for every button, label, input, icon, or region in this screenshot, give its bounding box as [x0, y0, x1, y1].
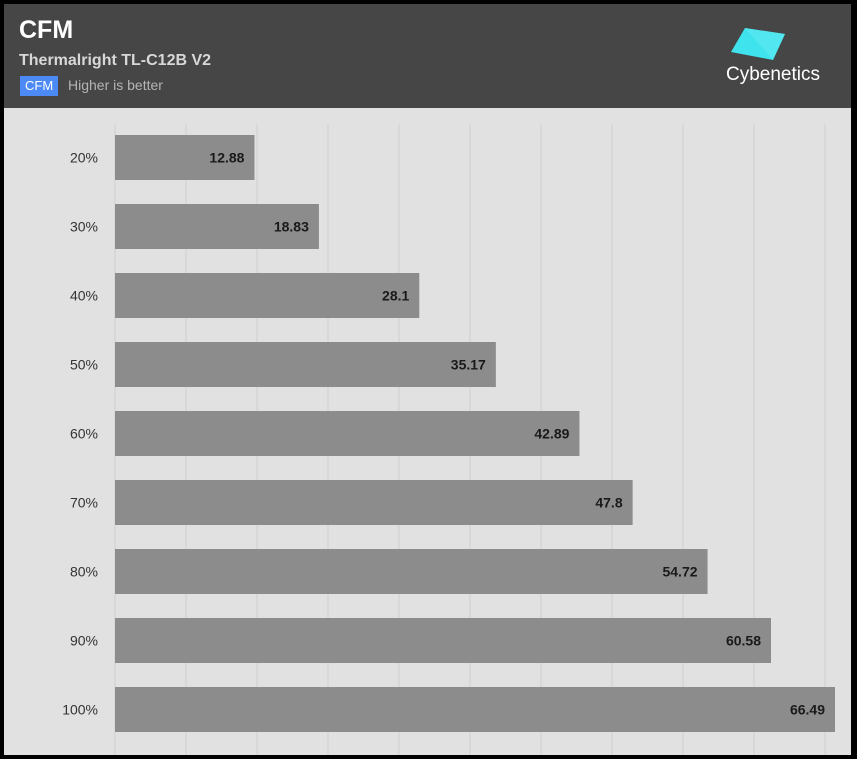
- value-label: 66.49: [790, 702, 825, 718]
- bar-50pct: [115, 342, 496, 387]
- value-label: 12.88: [209, 150, 244, 166]
- chart-header: CFM Thermalright TL-C12B V2 CFM Higher i…: [4, 4, 851, 108]
- bar-chart: 20% 30% 40% 50% 60% 70% 80% 90% 100% 12.88 18.83 2…: [62, 124, 835, 755]
- bar-100pct: [115, 687, 835, 732]
- category-label: 90%: [70, 633, 98, 649]
- cybenetics-logo: Cybenetics: [723, 24, 823, 94]
- category-label: 70%: [70, 495, 98, 511]
- bar-30pct: [115, 204, 319, 249]
- category-label: 30%: [70, 219, 98, 235]
- bar-70pct: [115, 480, 633, 525]
- category-label: 100%: [62, 702, 98, 718]
- value-label: 47.8: [595, 495, 622, 511]
- category-label: 80%: [70, 564, 98, 580]
- bar-90pct: [115, 618, 772, 663]
- metric-badge: CFM: [20, 76, 59, 96]
- bar-60pct: [115, 411, 580, 456]
- category-label: 60%: [70, 426, 98, 442]
- category-labels: 20% 30% 40% 50% 60% 70% 80% 90% 100%: [62, 150, 98, 718]
- cybenetics-logo-text: Cybenetics: [726, 64, 820, 85]
- value-label: 54.72: [662, 564, 697, 580]
- bar-20pct: [115, 135, 255, 180]
- chart-subtitle: Thermalright TL-C12B V2: [19, 52, 212, 69]
- category-label: 20%: [70, 150, 98, 166]
- chart-frame: CFM Thermalright TL-C12B V2 CFM Higher i…: [4, 4, 851, 755]
- value-labels: 12.88 18.83 28.1 35.17 42.89 47.8 54.72 60.58 66…: [209, 150, 825, 718]
- higher-is-better-note: Higher is better: [68, 77, 163, 93]
- value-label: 18.83: [274, 219, 309, 235]
- category-label: 40%: [70, 288, 98, 304]
- value-label: 42.89: [534, 426, 569, 442]
- value-label: 28.1: [382, 288, 409, 304]
- cybenetics-logo-icon: [731, 28, 785, 60]
- bars: [115, 135, 835, 732]
- value-label: 60.58: [726, 633, 761, 649]
- bar-80pct: [115, 549, 708, 594]
- value-label: 35.17: [451, 357, 486, 373]
- chart-title: CFM: [19, 16, 74, 44]
- category-label: 50%: [70, 357, 98, 373]
- bar-40pct: [115, 273, 420, 318]
